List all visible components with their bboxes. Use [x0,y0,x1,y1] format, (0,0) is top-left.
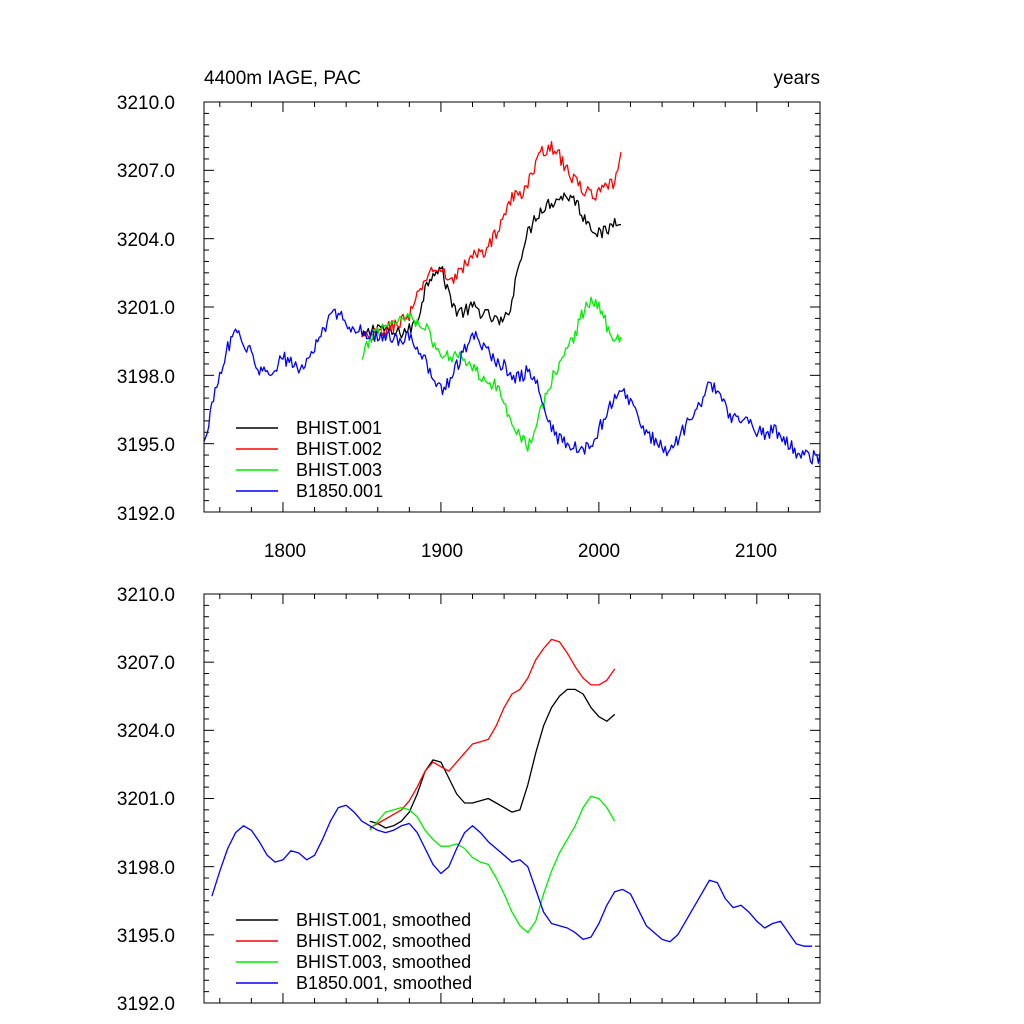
legend: BHIST.001 BHIST.002 BHIST.003 B1850.001 [236,418,383,501]
y-tick-label: 3201.0 [117,298,175,319]
series-line-b1850-001-smoothed [211,804,813,947]
x-tick-labels: 1800 1900 2000 2100 [264,541,777,562]
y-tick-label: 3207.0 [117,653,175,674]
y-tick-label: 3201.0 [117,789,175,810]
y-tick-label: 3195.0 [117,926,175,947]
legend-label: BHIST.002 [296,439,382,459]
y-tick-label: 3192.0 [117,994,175,1015]
y-tick-label: 3195.0 [117,435,175,456]
tick-marks [204,593,821,1004]
units-label: years [774,68,820,89]
series-line-bhist-001 [361,192,622,339]
legend-item: BHIST.001 [236,418,382,438]
legend-item: B1850.001 [236,481,383,501]
tick-marks [204,101,821,513]
y-tick-label: 3192.0 [117,504,175,525]
legend-label: BHIST.001 [296,418,382,438]
legend: BHIST.001, smoothed BHIST.002, smoothed … [236,910,472,993]
y-tick-label: 3210.0 [117,585,175,606]
y-tick-label: 3204.0 [117,721,175,742]
y-tick-label: 3198.0 [117,367,175,388]
legend-item: BHIST.002, smoothed [236,931,471,951]
legend-label: B1850.001 [296,481,383,501]
legend-label: BHIST.003 [296,460,382,480]
legend-label: BHIST.002, smoothed [296,931,471,951]
x-tick-label: 1900 [421,541,463,562]
series-line-b1850-001 [203,308,821,465]
plot-frame [203,101,821,513]
plot-area [203,141,821,465]
plot-area [211,638,813,947]
series-line-bhist-003 [361,296,622,452]
legend-item: BHIST.002 [236,439,382,459]
chart-panel-2: 3210.0 3207.0 3204.0 3201.0 3198.0 3195.… [117,585,821,1015]
legend-label: B1850.001, smoothed [296,973,472,993]
y-tick-labels: 3210.0 3207.0 3204.0 3201.0 3198.0 3195.… [117,585,175,1015]
x-tick-label: 2100 [735,541,777,562]
legend-item: BHIST.003 [236,460,382,480]
x-tick-label: 1800 [264,541,306,562]
series-line-bhist-002-smoothed [369,638,616,829]
x-tick-label: 2000 [578,541,620,562]
y-tick-label: 3207.0 [117,161,175,182]
legend-label: BHIST.001, smoothed [296,910,471,930]
y-tick-label: 3204.0 [117,230,175,251]
chart-panel-1: 4400m IAGE, PAC years 3210.0 3207.0 3204… [117,68,821,562]
series-line-bhist-003-smoothed [369,795,616,934]
y-tick-label: 3210.0 [117,93,175,114]
y-tick-labels: 3210.0 3207.0 3204.0 3201.0 3198.0 3195.… [117,93,175,525]
y-tick-label: 3198.0 [117,858,175,879]
legend-item: B1850.001, smoothed [236,973,472,993]
series-line-bhist-001-smoothed [369,688,616,829]
legend-item: BHIST.003, smoothed [236,952,471,972]
plot-frame [203,593,821,1004]
chart-title: 4400m IAGE, PAC [204,68,361,89]
legend-label: BHIST.003, smoothed [296,952,471,972]
legend-item: BHIST.001, smoothed [236,910,471,930]
